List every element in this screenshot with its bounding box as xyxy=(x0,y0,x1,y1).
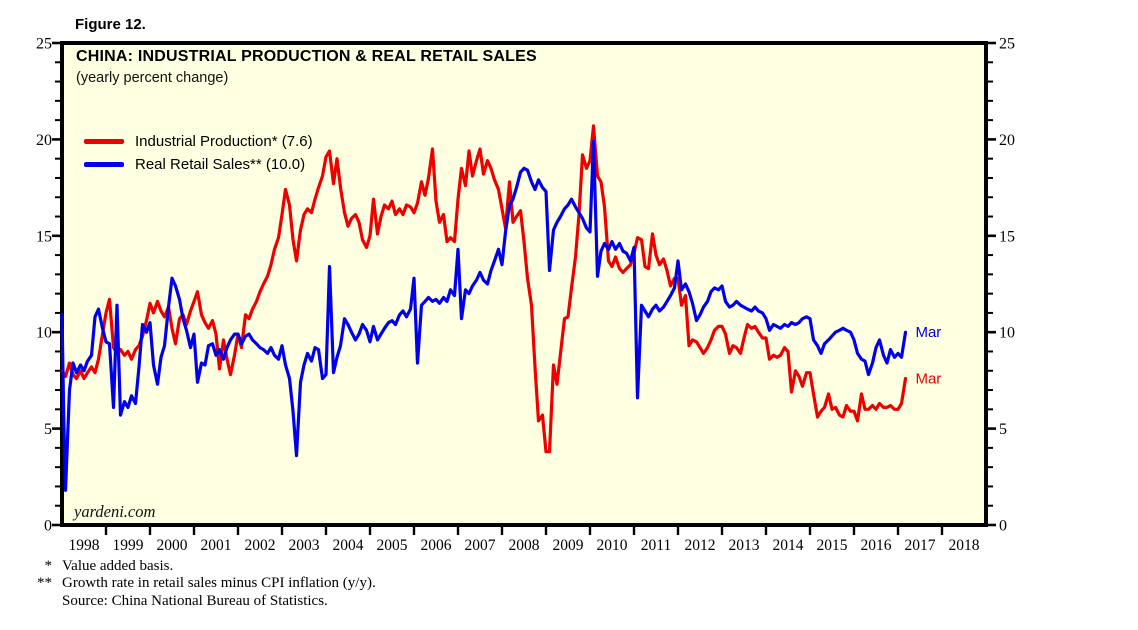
x-axis-label: 2008 xyxy=(509,537,540,554)
x-axis-label: 2003 xyxy=(289,537,320,554)
x-axis-label: 2010 xyxy=(597,537,628,554)
latest-month-label: Mar xyxy=(915,324,941,341)
y-axis-label-right: 5 xyxy=(999,421,1007,438)
x-axis-label: 2006 xyxy=(421,537,452,554)
chart-legend: Industrial Production* (7.6) Real Retail… xyxy=(84,130,313,176)
x-axis-label: 2000 xyxy=(157,537,188,554)
plot-line-real-retail-sales xyxy=(60,139,908,492)
latest-month-label: Mar xyxy=(915,370,941,387)
y-axis-label-left: 15 xyxy=(36,228,52,245)
x-axis-label: 2005 xyxy=(377,537,408,554)
x-axis-label: 2016 xyxy=(861,537,892,554)
legend-item-real-retail-sales: Real Retail Sales** (10.0) xyxy=(84,153,313,176)
legend-line-swatch-red xyxy=(84,139,124,144)
plot-area xyxy=(60,41,988,527)
footnote-text: Source: China National Bureau of Statist… xyxy=(62,592,328,609)
y-axis-label-right: 15 xyxy=(999,228,1015,245)
footnote-text: Growth rate in retail sales minus CPI in… xyxy=(62,575,376,592)
y-axis-label-left: 10 xyxy=(36,325,52,342)
x-axis-label: 2012 xyxy=(685,537,716,554)
y-axis-label-right: 20 xyxy=(999,132,1015,149)
x-axis-label: 1998 xyxy=(69,537,100,554)
x-axis-label: 1999 xyxy=(113,537,144,554)
y-axis-label-right: 10 xyxy=(999,325,1015,342)
footnotes: * Value added basis. ** Growth rate in r… xyxy=(26,558,376,610)
y-axis-label-right: 0 xyxy=(999,518,1007,535)
footnote-marker: ** xyxy=(37,575,52,592)
x-axis-label: 2009 xyxy=(553,537,584,554)
x-axis-label: 2013 xyxy=(729,537,760,554)
x-axis-label: 2011 xyxy=(641,537,671,554)
y-axis-label-right: 25 xyxy=(999,36,1015,53)
y-axis-label-left: 25 xyxy=(36,36,52,53)
x-axis-label: 2015 xyxy=(817,537,848,554)
x-axis-label: 2017 xyxy=(905,537,936,554)
y-axis-label-left: 20 xyxy=(36,132,52,149)
x-axis-label: 2002 xyxy=(245,537,276,554)
legend-item-industrial-production: Industrial Production* (7.6) xyxy=(84,130,313,153)
footnote-marker xyxy=(26,593,52,610)
x-axis-label: 2018 xyxy=(949,537,980,554)
legend-label: Real Retail Sales** (10.0) xyxy=(135,156,306,173)
x-axis-label: 2014 xyxy=(773,537,804,554)
footnote-text: Value added basis. xyxy=(62,558,174,574)
y-axis-label-left: 5 xyxy=(44,421,52,438)
x-axis-label: 2001 xyxy=(201,537,232,554)
plot-line-industrial-production xyxy=(60,124,908,454)
legend-line-swatch-blue xyxy=(84,162,124,167)
x-axis-label: 2007 xyxy=(465,537,496,554)
x-axis-label: 2004 xyxy=(333,537,364,554)
footnote-marker: * xyxy=(44,558,53,574)
chart-subtitle: (yearly percent change) xyxy=(76,70,229,86)
chart-title: CHINA: INDUSTRIAL PRODUCTION & REAL RETA… xyxy=(76,48,537,65)
figure-label: Figure 12. xyxy=(75,16,146,33)
legend-label: Industrial Production* (7.6) xyxy=(135,133,313,150)
y-axis-label-left: 0 xyxy=(44,518,52,535)
watermark: yardeni.com xyxy=(72,502,155,521)
